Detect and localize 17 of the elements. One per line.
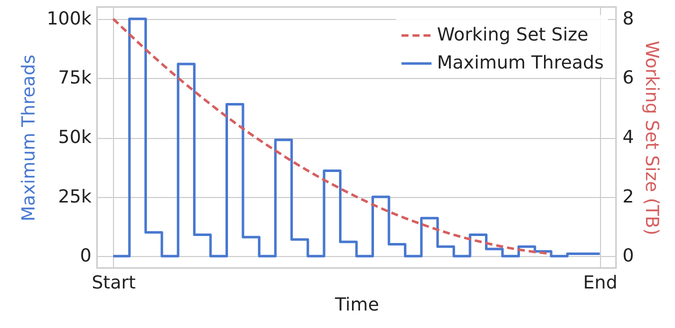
y2-tick-label: 8 [622,8,634,30]
legend-label: Maximum Threads [437,52,604,74]
y-axis-title: Maximum Threads [18,54,40,222]
x-tick-label: End [583,272,618,294]
y-tick-label: 0 [80,246,92,267]
y-tick-label: 25k [58,186,92,208]
y2-tick-label: 2 [622,186,634,208]
y2-tick-label: 6 [622,68,634,89]
y2-tick-label: 0 [622,246,634,267]
y2-tick-label: 4 [622,127,634,148]
y-tick-label: 75k [58,68,92,89]
y-tick-label: 100k [46,8,92,30]
y2-axis-title: Working Set Size (TB) [640,40,662,236]
legend-label: Working Set Size [437,24,588,46]
x-tick-label: Start [92,272,136,294]
y-tick-label: 50k [58,127,92,148]
x-axis-title: Time [334,294,380,316]
